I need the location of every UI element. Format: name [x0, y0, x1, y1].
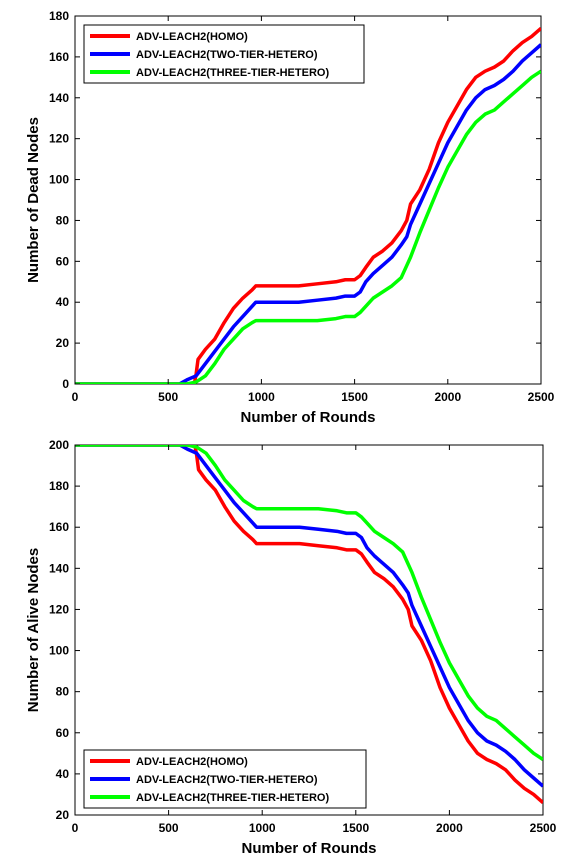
- y-tick-label: 200: [49, 438, 69, 452]
- x-tick-label: 1500: [341, 390, 368, 404]
- x-tick-label: 2500: [528, 390, 555, 404]
- series-line-1: [75, 43, 541, 384]
- series-group: [75, 26, 541, 384]
- dead-nodes-chart: 0 500 1000 1500 2000 2500 0 20 40 60 80 100 120 140 16…: [25, 9, 555, 426]
- x-tick-label: 0: [72, 821, 79, 835]
- series-line-2: [75, 69, 541, 384]
- y-tick-label: 180: [49, 479, 69, 493]
- x-tick-label: 2500: [530, 821, 557, 835]
- y-tick-label: 80: [56, 213, 70, 227]
- legend-box: [83, 749, 367, 809]
- legend-label-2: ADV-LEACH2(THREE-TIER-HETERO): [136, 67, 329, 79]
- x-tick-label: 2000: [434, 390, 461, 404]
- y-tick-label: 60: [56, 254, 70, 268]
- legend-label-0: ADV-LEACH2(HOMO): [136, 31, 248, 43]
- y-tick-label: 180: [49, 9, 69, 23]
- x-axis-label: Number of Rounds: [242, 840, 377, 857]
- legend-label-0: ADV-LEACH2(HOMO): [136, 756, 248, 768]
- x-tick-label: 500: [159, 821, 179, 835]
- legend-label-1: ADV-LEACH2(TWO-TIER-HETERO): [136, 774, 318, 786]
- y-tick-label: 160: [49, 50, 69, 64]
- y-tick-label: 120: [49, 602, 69, 616]
- x-axis-label: Number of Rounds: [241, 409, 376, 426]
- series-line-0: [75, 26, 541, 384]
- series-line-2: [75, 445, 543, 761]
- y-tick-label: 140: [49, 561, 69, 575]
- legend-box: [83, 24, 365, 84]
- y-tick-label: 20: [56, 808, 70, 822]
- y-axis-label: Number of Dead Nodes: [25, 117, 42, 283]
- y-tick-label: 0: [62, 377, 69, 391]
- y-tick-label: 120: [49, 132, 69, 146]
- legend-label-1: ADV-LEACH2(TWO-TIER-HETERO): [136, 49, 318, 61]
- alive-nodes-chart: 0 500 1000 1500 2000 2500 20 40 60 80 100 120 140 160…: [25, 438, 557, 857]
- x-tick-label: 0: [72, 390, 79, 404]
- series-line-0: [75, 445, 543, 804]
- y-axis-label: Number of Alive Nodes: [25, 548, 42, 712]
- x-tick-label: 500: [158, 390, 178, 404]
- y-tick-label: 100: [49, 173, 69, 187]
- legend-label-2: ADV-LEACH2(THREE-TIER-HETERO): [136, 792, 329, 804]
- x-tick-label: 1000: [249, 821, 276, 835]
- x-tick-label: 1000: [248, 390, 275, 404]
- y-tick-label: 40: [56, 295, 70, 309]
- y-tick-label: 20: [56, 336, 70, 350]
- y-tick-label: 60: [56, 726, 70, 740]
- x-tick-label: 1500: [342, 821, 369, 835]
- legend: ADV-LEACH2(HOMO) ADV-LEACH2(TWO-TIER-HETE…: [83, 24, 365, 84]
- y-tick-label: 160: [49, 520, 69, 534]
- series-line-1: [75, 445, 543, 788]
- y-tick-label: 80: [56, 685, 70, 699]
- y-tick-label: 140: [49, 91, 69, 105]
- y-tick-label: 40: [56, 767, 70, 781]
- series-group: [75, 445, 543, 804]
- x-tick-label: 2000: [436, 821, 463, 835]
- legend: ADV-LEACH2(HOMO) ADV-LEACH2(TWO-TIER-HETE…: [83, 749, 367, 809]
- y-tick-label: 100: [49, 644, 69, 658]
